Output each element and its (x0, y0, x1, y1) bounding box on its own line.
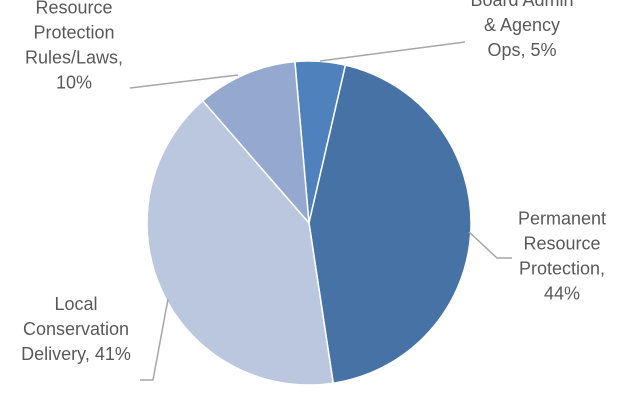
data-label-line: Local (54, 294, 97, 314)
data-labels: Board Admin & Agency Ops, 5% Permanent Resou… (21, 0, 606, 364)
data-label-line: 10% (56, 72, 92, 92)
pie-slice-3 (201, 60, 310, 226)
data-label-line: 44% (544, 283, 580, 303)
data-label-line: Ops, 5% (487, 40, 556, 60)
data-label-line: Rules/Laws, (25, 47, 123, 67)
data-label-line: & Agency (484, 15, 560, 35)
data-label-0: Board Admin & Agency Ops, 5% (470, 0, 573, 60)
data-label-3: Resource Protection Rules/Laws, 10% (25, 0, 123, 92)
data-label-line: Resource (523, 233, 600, 253)
data-label-1: Permanent Resource Protection, 44% (518, 208, 606, 303)
data-label-line: Permanent (518, 208, 606, 228)
leader-line-3 (129, 74, 239, 89)
pie-slice-2 (146, 99, 335, 386)
data-label-line: Protection, (519, 258, 605, 278)
pie-slice-1 (308, 64, 472, 385)
leader-line-0 (319, 41, 466, 62)
data-label-line: Board Admin (470, 0, 573, 10)
data-label-line: Protection (33, 22, 114, 42)
leader-line-2 (140, 298, 169, 381)
data-label-line: Conservation (23, 319, 129, 339)
data-label-line: Delivery, 41% (21, 344, 131, 364)
pie-slices (146, 60, 472, 386)
data-label-2: Local Conservation Delivery, 41% (21, 294, 131, 364)
data-label-line: Resource (35, 0, 112, 17)
leader-lines (129, 41, 512, 381)
leader-line-1 (468, 231, 512, 259)
